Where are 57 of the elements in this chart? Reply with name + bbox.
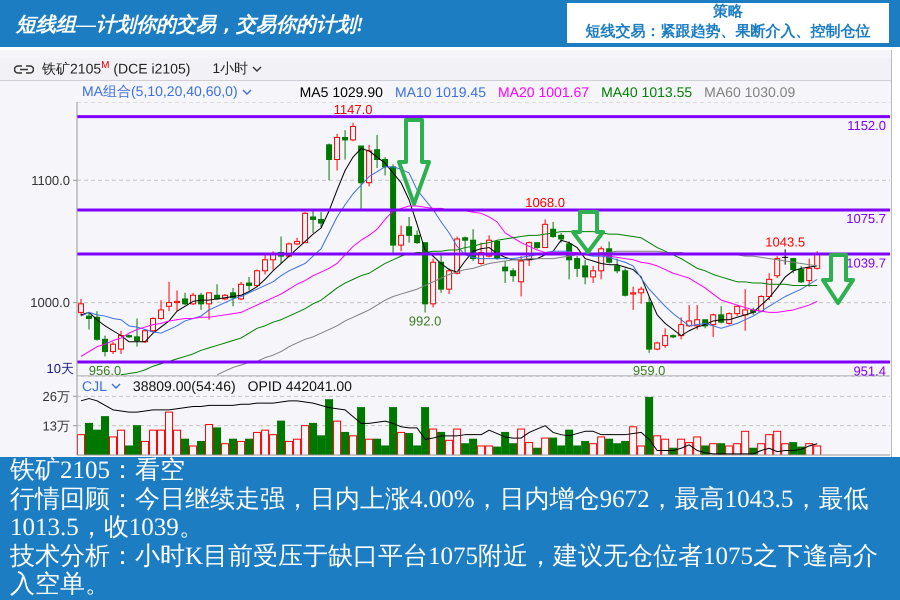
text: 行情回顾：今日继续走强，日内上涨4.00%，日内增仓9672，最高1043.5，最低1013.5，收1039。 (10, 486, 868, 541)
text: MA20 1001.67 (498, 84, 590, 100)
candlestick (406, 216, 412, 244)
candlestick (246, 276, 252, 291)
candlestick (590, 265, 596, 284)
chart-title: 铁矿2105$^{M}$ (DCE i2105) (42, 60, 190, 78)
candlestick (742, 288, 748, 332)
chart-title: CJL (82, 378, 107, 394)
text: 技术分析：小时K目前受压于缺口平台1075附近，建议无仓位者1075之下逢高介入空单。 (10, 542, 878, 598)
y-tick-label: 13万 (42, 418, 70, 434)
text: MA40 1013.55 (601, 84, 692, 100)
candlestick (374, 134, 380, 169)
bar (717, 443, 726, 455)
bar (277, 420, 286, 455)
bar (213, 427, 222, 455)
candlestick (582, 259, 588, 285)
annotation: OPID 442041.00 (248, 378, 352, 394)
annotation: 1068.0 (525, 195, 565, 210)
ref-line-label: 1039.7 (846, 255, 886, 270)
text: 铁矿2105：看空 (10, 457, 185, 484)
ref-line-label: 951.4 (853, 363, 886, 378)
bar (229, 438, 238, 455)
bar (245, 438, 254, 455)
ref-line-label: 1075.7 (846, 211, 886, 226)
annotation: 956.0 (88, 362, 122, 378)
y-tick-label: 1000.0 (30, 295, 70, 310)
y-tick-label: 1100.0 (31, 172, 70, 188)
bar (645, 396, 654, 455)
text: 短线交易：紧跟趋势、果断介入、控制仓位 (586, 23, 870, 40)
bar (181, 438, 190, 455)
chart-subtitle: 1小时 (212, 60, 248, 78)
text: 短线组—计划你的交易，交易你的计划! (16, 14, 364, 36)
text: MA60 1030.09 (704, 84, 796, 100)
text: MA5 1029.90 (300, 84, 383, 100)
candlestick (102, 335, 108, 357)
annotation: 38809.00(54:46) (132, 378, 236, 394)
bar (341, 432, 350, 455)
annotation: 1043.5 (765, 234, 806, 250)
candlestick (630, 286, 636, 310)
ref-line-label: 1152.0 (847, 118, 886, 133)
line-series (80, 398, 818, 454)
annotation: 1147.0 (334, 102, 372, 117)
y-tick-label: 26万 (42, 388, 70, 404)
candlestick (342, 130, 348, 160)
candlestick (398, 225, 404, 252)
text: MA10 1019.45 (394, 84, 486, 100)
bar (533, 448, 542, 455)
bar (437, 432, 446, 455)
candlestick (366, 144, 372, 187)
annotation: 959.0 (632, 362, 666, 378)
bar (357, 407, 366, 455)
text: 10天 (46, 361, 74, 376)
text: 策略 (713, 3, 743, 20)
candlestick (782, 248, 789, 266)
annotation: 992.0 (408, 313, 442, 328)
legend-title: MA组合(5,10,20,40,60,0) (82, 83, 238, 101)
bar (197, 440, 206, 455)
